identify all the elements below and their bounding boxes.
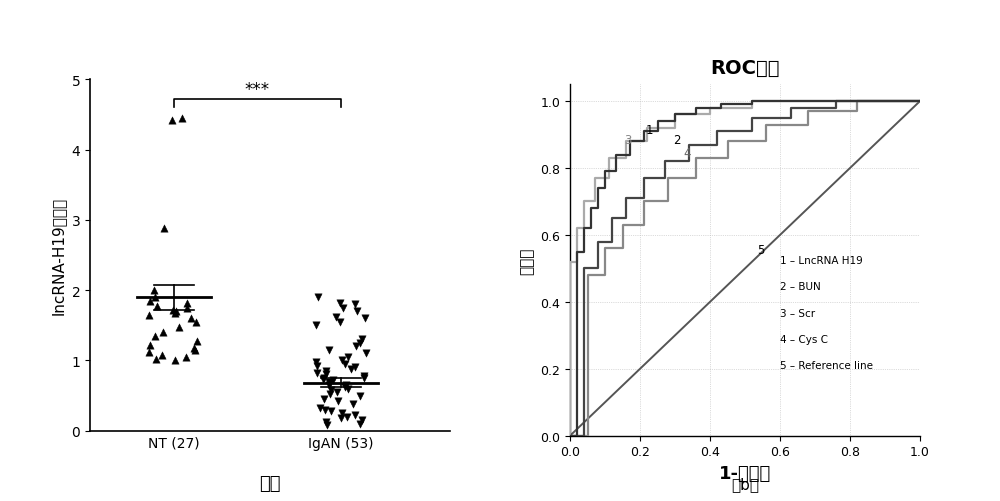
Point	[334, 409, 350, 417]
Point	[334, 357, 350, 365]
Point	[330, 397, 346, 405]
Point	[352, 392, 368, 400]
Point	[309, 362, 325, 370]
Point	[317, 406, 333, 414]
Point	[345, 400, 361, 408]
Point	[352, 420, 368, 428]
Point	[187, 346, 203, 354]
Point	[318, 367, 334, 375]
Point	[318, 371, 334, 379]
Point	[155, 329, 171, 337]
Point	[347, 301, 363, 309]
Point	[337, 360, 353, 368]
Point	[337, 383, 353, 391]
Point	[340, 353, 356, 361]
Point	[147, 294, 163, 302]
Text: 4 – Cys C: 4 – Cys C	[780, 335, 828, 344]
Point	[154, 351, 170, 359]
Point	[347, 364, 363, 372]
Text: 1 – LncRNA H19: 1 – LncRNA H19	[780, 256, 863, 266]
Point	[146, 287, 162, 295]
Point	[186, 344, 202, 352]
Point	[174, 115, 190, 123]
Point	[352, 339, 368, 347]
Point	[167, 309, 183, 317]
Text: 2 – BUN: 2 – BUN	[780, 282, 821, 292]
Point	[358, 350, 374, 358]
Point	[178, 353, 194, 361]
Point	[316, 374, 332, 382]
Point	[328, 313, 344, 321]
Point	[356, 374, 372, 382]
Text: （b）: （b）	[731, 476, 759, 491]
Point	[142, 341, 158, 349]
Point	[321, 346, 337, 354]
Point	[332, 299, 348, 307]
Point	[338, 381, 354, 389]
Point	[343, 365, 359, 373]
Point	[308, 358, 324, 366]
Point	[149, 302, 165, 310]
Point	[148, 355, 164, 363]
Point	[322, 379, 338, 387]
Point	[318, 418, 334, 426]
Point	[357, 315, 373, 323]
Text: 5: 5	[757, 244, 765, 257]
Point	[356, 372, 372, 380]
Point	[321, 381, 337, 389]
Text: 1: 1	[645, 124, 653, 137]
Point	[147, 332, 163, 340]
Point	[141, 348, 157, 356]
Point	[323, 386, 339, 394]
Text: （a）: （a）	[256, 499, 284, 501]
Point	[339, 413, 355, 421]
Point	[315, 375, 331, 383]
Point	[325, 376, 341, 384]
Text: 4: 4	[684, 147, 691, 160]
Point	[142, 297, 158, 305]
Point	[156, 225, 172, 233]
Text: 2: 2	[673, 134, 681, 147]
Title: ROC曲线: ROC曲线	[710, 59, 780, 78]
Point	[312, 404, 328, 412]
Point	[167, 357, 183, 365]
Y-axis label: lncRNA-H19的表达: lncRNA-H19的表达	[51, 196, 66, 315]
Text: 3: 3	[624, 134, 632, 147]
Text: 5 – Reference line: 5 – Reference line	[780, 361, 873, 371]
Point	[316, 395, 332, 403]
Point	[354, 416, 370, 424]
Point	[189, 337, 205, 345]
Point	[340, 385, 356, 393]
Point	[309, 369, 325, 377]
X-axis label: 1-特异性: 1-特异性	[719, 464, 771, 482]
Point	[335, 304, 351, 312]
Point	[322, 390, 338, 398]
Point	[349, 308, 365, 316]
Point	[329, 388, 345, 396]
Point	[164, 117, 180, 125]
Point	[310, 294, 326, 302]
Text: 血清: 血清	[259, 474, 281, 492]
Point	[333, 414, 349, 422]
Point	[319, 421, 335, 429]
Point	[308, 322, 324, 330]
Point	[348, 343, 364, 351]
Point	[179, 299, 195, 307]
Point	[183, 315, 199, 323]
Point	[168, 308, 184, 316]
Text: 3 – Scr: 3 – Scr	[780, 308, 815, 318]
Text: ***: ***	[245, 81, 270, 99]
Point	[347, 411, 363, 419]
Y-axis label: 敏感性: 敏感性	[520, 247, 535, 274]
Point	[165, 306, 181, 314]
Point	[332, 318, 348, 326]
Point	[323, 407, 339, 415]
Point	[171, 323, 187, 331]
Point	[321, 378, 337, 386]
Point	[179, 304, 195, 312]
Point	[141, 311, 157, 319]
Point	[188, 318, 204, 326]
Point	[354, 336, 370, 344]
